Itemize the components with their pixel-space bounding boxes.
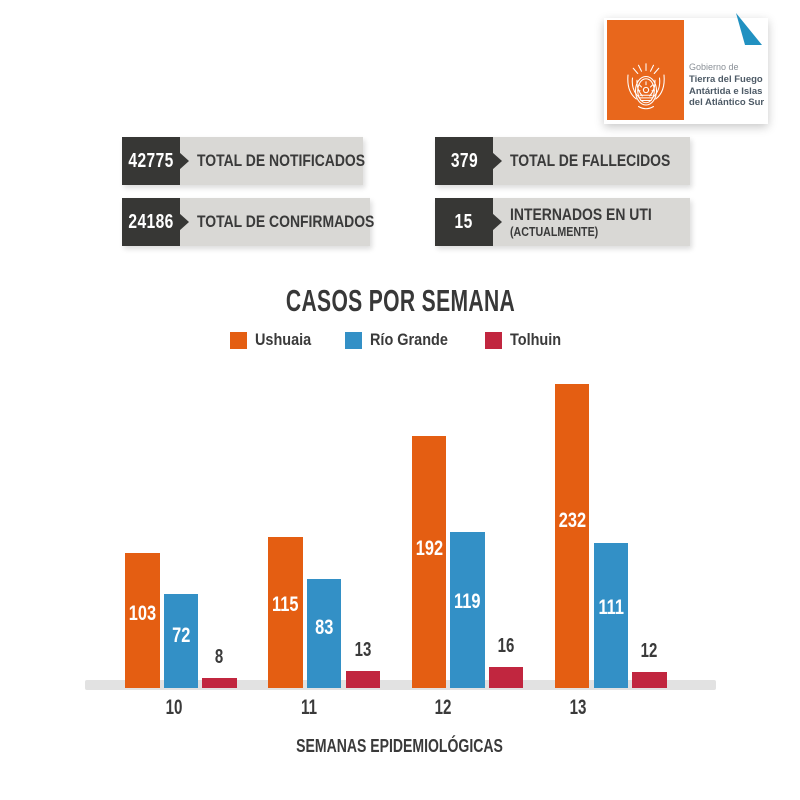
stat-internados-uti: 15 INTERNADOS EN UTI (ACTUALMENTE): [435, 198, 690, 246]
bar-tolhuin-week-10: [202, 678, 237, 688]
bar-río-grande-week-13: 111: [593, 543, 628, 688]
x-axis-title: SEMANAS EPIDEMIOLÓGICAS: [296, 736, 504, 756]
stat-total-fallecidos: 379 TOTAL DE FALLECIDOS: [435, 137, 690, 185]
bar-value-label: 16: [497, 635, 515, 657]
x-tick-label: 13: [569, 696, 586, 719]
bar-value-label: 83: [315, 616, 334, 640]
arrow-right-icon: [492, 213, 502, 231]
stat-label: INTERNADOS EN UTI (ACTUALMENTE): [493, 198, 690, 246]
org-name-line: Tierra del Fuego: [689, 74, 763, 85]
bar-value-label: 111: [597, 596, 624, 620]
bar-ushuaia-week-10: 103: [125, 553, 160, 688]
arrow-right-icon: [179, 152, 189, 170]
legend-swatch-ushuaia: [229, 331, 247, 349]
bar-ushuaia-week-11: 115: [268, 537, 303, 688]
x-axis-line: [85, 680, 716, 690]
org-name-line: Antártida e Islas: [689, 85, 763, 97]
arrow-right-icon: [179, 213, 189, 231]
stat-total-notificados: 42775 TOTAL DE NOTIFICADOS: [122, 137, 365, 185]
logo-emblem-box: [607, 20, 684, 120]
coat-of-arms-icon: [626, 63, 665, 110]
org-name-line: del Atlántico Sur: [689, 97, 765, 108]
bar-ushuaia-week-13: 232: [554, 384, 590, 688]
legend-label: Tolhuin: [510, 330, 562, 349]
legend-item-tolhuin: Tolhuin: [485, 330, 570, 350]
bar-value-label: 232: [558, 508, 587, 532]
legend-swatch-tolhuin: [485, 331, 503, 349]
org-prefix: Gobierno de: [689, 62, 739, 72]
bar-tolhuin-week-13: [632, 672, 667, 688]
stat-value: 24186: [122, 198, 180, 246]
stat-value: 42775: [122, 137, 180, 185]
x-tick-label: 10: [165, 696, 183, 719]
bar-value-label: 12: [641, 640, 658, 662]
legend-swatch-rio-grande: [344, 331, 362, 349]
bar-value-label: 115: [272, 592, 299, 616]
legend-label: Ushuaia: [254, 330, 311, 349]
bar-value-label: 72: [171, 624, 190, 648]
legend-item-rio-grande: Río Grande: [344, 330, 462, 350]
chart-title: CASOS POR SEMANA: [285, 283, 515, 318]
stat-value: 15: [435, 198, 493, 246]
bar-río-grande-week-12: 119: [450, 532, 485, 688]
bar-río-grande-week-11: 83: [306, 579, 342, 688]
chart-title-row: CASOS POR SEMANA: [0, 283, 800, 319]
chart-legend: Ushuaia Río Grande Tolhuin: [0, 330, 800, 350]
x-tick-label: 12: [434, 696, 452, 719]
x-tick-label: 11: [300, 696, 317, 719]
bar-value-label: 192: [415, 537, 443, 561]
stat-total-confirmados: 24186 TOTAL DE CONFIRMADOS: [122, 198, 374, 246]
arrow-right-icon: [492, 152, 502, 170]
bar-río-grande-week-10: 72: [163, 594, 199, 688]
folded-corner-triangle-icon: [736, 13, 762, 45]
bar-tolhuin-week-11: [345, 671, 380, 688]
bar-ushuaia-week-12: 192: [411, 436, 447, 688]
bar-value-label: 13: [354, 639, 372, 661]
bar-value-label: 119: [454, 590, 481, 614]
bar-tolhuin-week-12: [488, 667, 524, 688]
stat-sublabel: (ACTUALMENTE): [510, 223, 599, 239]
bar-value-label: 8: [215, 646, 224, 668]
government-logo: Gobierno de Tierra del Fuego Antártida e…: [604, 18, 768, 124]
government-name: Gobierno de Tierra del Fuego Antártida e…: [689, 62, 765, 109]
x-axis-title-row: SEMANAS EPIDEMIOLÓGICAS: [0, 736, 800, 757]
stat-label: TOTAL DE FALLECIDOS: [493, 137, 690, 185]
legend-item-ushuaia: Ushuaia: [229, 330, 321, 350]
stat-label: TOTAL DE NOTIFICADOS: [180, 137, 365, 185]
legend-label: Río Grande: [369, 330, 448, 349]
bar-value-label: 103: [128, 601, 157, 625]
stat-value: 379: [435, 137, 493, 185]
stat-label: TOTAL DE CONFIRMADOS: [180, 198, 374, 246]
